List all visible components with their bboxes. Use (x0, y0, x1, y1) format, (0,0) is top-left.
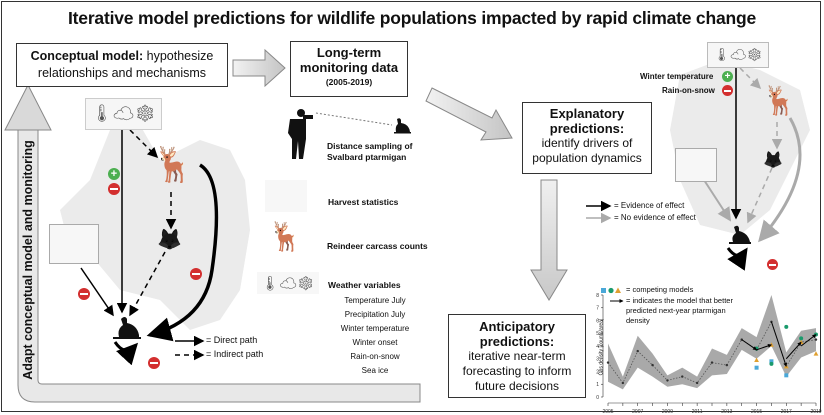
monitoring-years: (2005-2019) (325, 77, 373, 87)
svg-text:2015: 2015 (751, 409, 762, 413)
ptarmigan-icon (728, 224, 752, 246)
ptarmigan-icon (113, 315, 141, 339)
effect-rain-on-snow: Rain-on-snow (662, 86, 715, 95)
legend-evidence: = Evidence of effect (614, 201, 685, 210)
monitoring-item-harvest: Harvest statistics (328, 197, 399, 207)
minus-icon (767, 259, 778, 270)
chart-legend-models: = competing models (626, 285, 694, 294)
explanatory-box: Explanatory predictions: identify driver… (522, 102, 652, 174)
svg-text:2009: 2009 (662, 409, 673, 413)
explanatory-paths (586, 67, 802, 271)
chart-y-label: Obs density [counts/area] (598, 318, 605, 376)
explanatory-text-1: identify drivers of (541, 136, 633, 150)
conceptual-model-text-2: relationships and mechanisms (37, 66, 207, 80)
weather-variable: Sea ice (361, 366, 389, 375)
explanatory-text-2: population dynamics (532, 151, 642, 165)
reindeer-icon: 🦌 (152, 146, 195, 184)
svg-text:2007: 2007 (632, 409, 643, 413)
anticipatory-text-2: forecasting to inform (462, 364, 572, 378)
weather-variable: Rain-on-snow (350, 352, 400, 361)
arrow-to-explanatory (425, 87, 513, 141)
anticipatory-text-1: iterative near-term (468, 349, 566, 363)
effect-winter-temperature: Winter temperature (640, 72, 714, 81)
plus-icon: + (108, 168, 120, 180)
legend-direct-path: = Direct path (206, 335, 258, 345)
arrow-to-monitoring (232, 48, 286, 88)
feedback-arrow (4, 83, 421, 403)
svg-text:2019: 2019 (810, 409, 821, 413)
legend-indirect-path: = Indirect path (206, 349, 264, 359)
ptarmigan-small-icon (392, 117, 412, 135)
monitoring-box: Long-term monitoring data (2005-2019) (290, 41, 408, 97)
forecast-chart: 2005 2007 2009 2011 2013 2015 2017 2019 0 1 2 3 4 5 6 7… (596, 285, 822, 413)
svg-text:3: 3 (596, 357, 599, 363)
anticipatory-box: Anticipatory predictions: iterative near… (448, 314, 586, 398)
explanatory-title-1: Explanatory (549, 106, 625, 121)
conceptual-model-text-1: hypothesize (146, 49, 214, 63)
arrow-to-anticipatory (530, 179, 568, 301)
minus-icon (190, 268, 202, 280)
chart-legend-arrow: = indicates the model that better predic… (626, 296, 733, 325)
weather-icons: 🌡☁❄ (257, 272, 319, 294)
monitoring-item-reindeer-carcass: Reindeer carcass counts (327, 241, 428, 251)
minus-icon (78, 288, 90, 300)
arctic-fox-icon: 🦊 (157, 229, 182, 251)
hunter-sketch-icon (49, 224, 99, 264)
hiker-binoculars-icon (284, 107, 314, 162)
monitoring-item-weather: Weather variables (328, 280, 401, 290)
monitoring-item-distance-sampling: Distance sampling of Svalbard ptarmigan (327, 141, 413, 162)
svg-text:7: 7 (596, 306, 599, 312)
conceptual-model-box: Conceptual model: hypothesize relationsh… (16, 43, 228, 87)
weather-variable-list: Temperature July Precipitation July Wint… (325, 294, 425, 378)
svg-text:5: 5 (596, 331, 599, 337)
explanatory-title-2: predictions: (549, 121, 625, 136)
svg-text:4: 4 (596, 344, 599, 350)
weather-variable: Temperature July (344, 296, 406, 305)
plus-icon: + (722, 71, 733, 82)
svg-text:2017: 2017 (781, 409, 792, 413)
monitoring-title-1: Long-term (316, 45, 382, 60)
weather-variable: Winter temperature (340, 324, 410, 333)
reindeer-icon: 🦌 (762, 85, 797, 116)
anticipatory-title-1: Anticipatory (479, 319, 555, 334)
weather-icons-left: 🌡☁❄ (85, 98, 162, 130)
arctic-fox-icon: 🦊 (763, 152, 783, 169)
monitoring-title-2: monitoring data (299, 60, 399, 75)
conceptual-paths (80, 129, 219, 366)
anticipatory-text-3: future decisions (474, 379, 560, 393)
svg-text:6: 6 (596, 318, 599, 324)
weather-variable: Winter onset (352, 338, 398, 347)
svg-text:1: 1 (596, 382, 599, 388)
chart-plot: 2005 2007 2009 2011 2013 2015 2017 2019 0 1 2 3 4 5 6 7… (596, 287, 822, 413)
svg-text:2005: 2005 (602, 409, 613, 413)
anticipatory-title-2: predictions: (479, 334, 555, 349)
figure-title: Iterative model predictions for wildlife… (68, 8, 756, 28)
minus-icon (148, 357, 160, 369)
conceptual-model-heading: Conceptual model: (30, 49, 144, 63)
weather-variable: Precipitation July (344, 310, 406, 319)
minus-icon (108, 183, 120, 195)
svg-text:2011: 2011 (692, 409, 703, 413)
reindeer-icon: 🦌 (268, 221, 303, 252)
svalbard-map-left (60, 125, 250, 330)
weather-icons-right: 🌡☁❄ (707, 42, 769, 68)
svg-text:2013: 2013 (721, 409, 732, 413)
svg-text:2: 2 (596, 369, 599, 375)
minus-icon (722, 85, 733, 96)
svg-text:0: 0 (596, 395, 599, 401)
hunter-sketch-icon (675, 148, 717, 182)
svg-text:8: 8 (596, 293, 599, 299)
hunter-sketch-icon (265, 180, 307, 212)
feedback-arrow-label: Adapt conceptual model and monitoring (21, 140, 35, 380)
svalbard-map-right (670, 60, 810, 235)
legend-no-evidence: = No evidence of effect (614, 213, 696, 222)
